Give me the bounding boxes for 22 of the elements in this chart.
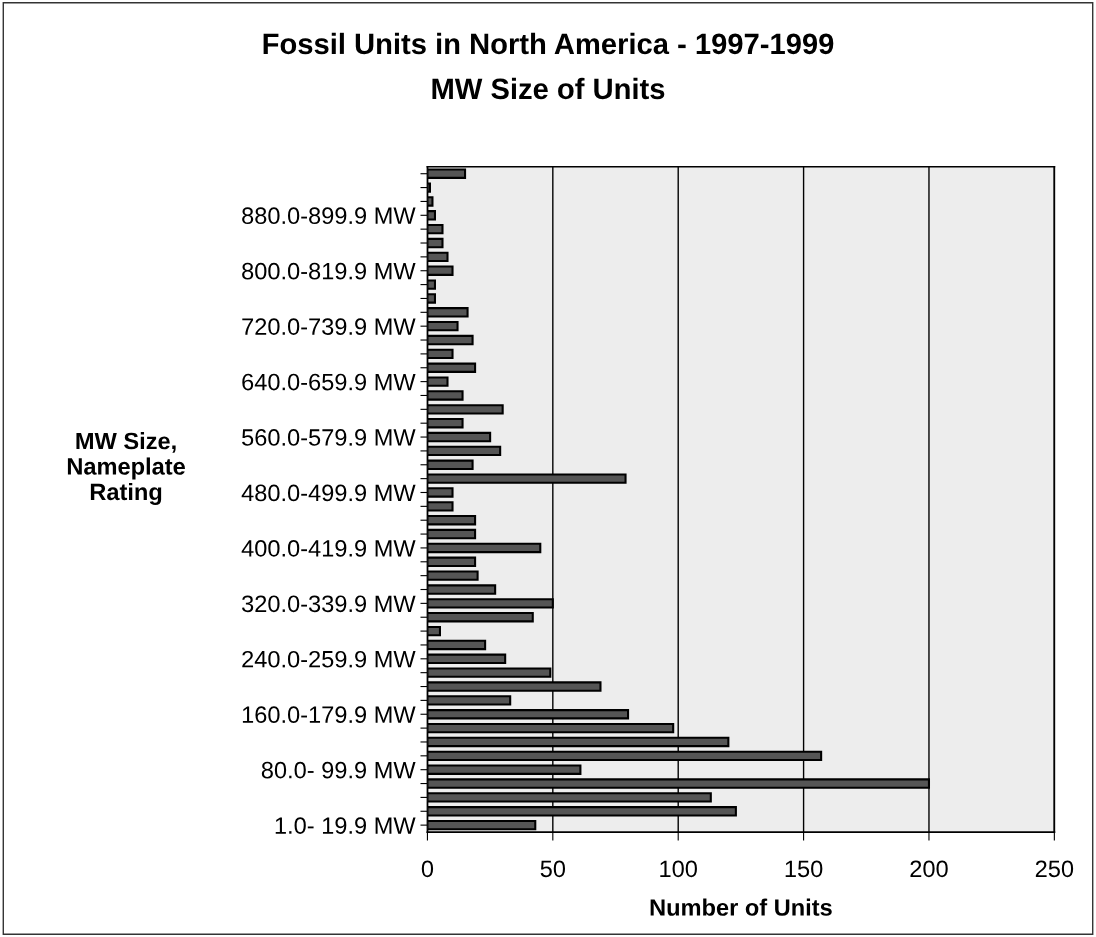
x-tick-label: 100 [660,860,697,878]
y-tick-label: 1.0- 19.9 MW [275,817,416,834]
y-tick-label: 880.0-899.9 MW [242,207,416,225]
x-tick-label: 0 [421,860,434,878]
y-tick-label: 800.0-819.9 MW [242,262,416,280]
y-tick-label: 560.0-579.9 MW [242,429,416,446]
x-tick-label: 250 [1035,860,1074,878]
chart-subtitle: MW Size of Units [432,77,665,100]
y-tick-label: 160.0-179.9 MW [242,706,416,724]
chart-title: Fossil Units in North America - 1997-1999 [263,32,834,55]
y-tick-label: 400.0-419.9 MW [241,540,416,557]
y-axis-title: MW Size, Nameplate Rating [67,432,185,505]
y-tick-label: 320.0-339.9 MW [242,595,416,613]
x-tick-label: 200 [910,860,948,878]
y-tick-label: 240.0-259.9 MW [242,650,416,668]
x-tick-label: 150 [785,860,823,878]
y-tick-label: 80.0- 99.9 MW [261,761,416,779]
y-tick-label: 480.0-499.9 MW [241,484,416,502]
y-tick-label: 640.0-659.9 MW [242,373,416,391]
y-tick-label: 720.0-739.9 MW [242,318,416,335]
x-tick-label: 50 [540,860,566,878]
x-axis-title: Number of Units [650,898,832,916]
